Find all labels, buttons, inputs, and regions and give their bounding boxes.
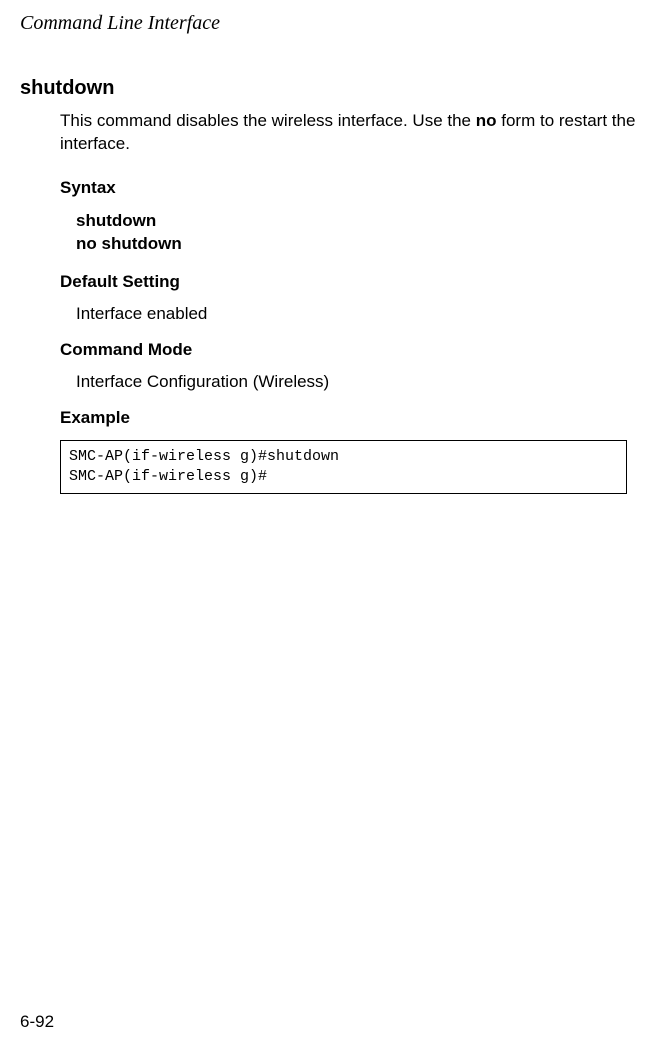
example-code: SMC-AP(if-wireless g)#shutdown SMC-AP(if… bbox=[60, 440, 627, 495]
command-mode-value: Interface Configuration (Wireless) bbox=[76, 372, 637, 392]
syntax-line-1: shutdown bbox=[76, 210, 637, 233]
command-mode-heading: Command Mode bbox=[60, 340, 637, 360]
page-header: Command Line Interface bbox=[20, 12, 637, 35]
syntax-heading: Syntax bbox=[60, 178, 637, 198]
description-text-1: This command disables the wireless inter… bbox=[60, 111, 476, 130]
example-heading: Example bbox=[60, 408, 637, 428]
page-number: 6-92 bbox=[20, 1012, 54, 1032]
description-bold: no bbox=[476, 111, 497, 130]
syntax-content: shutdown no shutdown bbox=[76, 210, 637, 256]
command-description: This command disables the wireless inter… bbox=[60, 110, 637, 156]
command-title: shutdown bbox=[20, 77, 637, 100]
default-setting-heading: Default Setting bbox=[60, 272, 637, 292]
default-setting-value: Interface enabled bbox=[76, 304, 637, 324]
syntax-line-2: no shutdown bbox=[76, 233, 637, 256]
